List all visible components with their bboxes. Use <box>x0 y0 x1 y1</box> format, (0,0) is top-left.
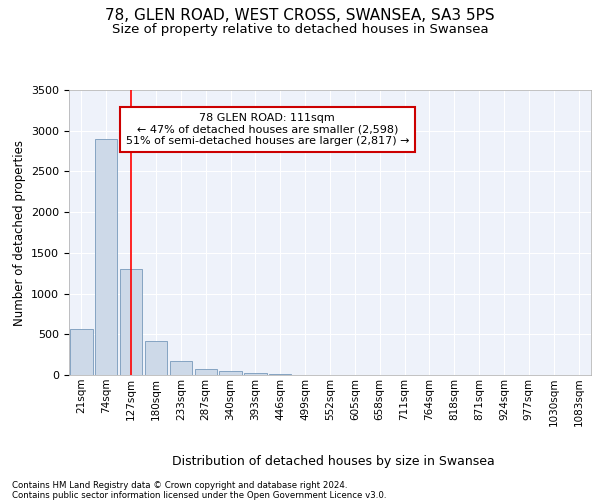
Text: 78 GLEN ROAD: 111sqm
← 47% of detached houses are smaller (2,598)
51% of semi-de: 78 GLEN ROAD: 111sqm ← 47% of detached h… <box>125 113 409 146</box>
Bar <box>70 328 92 375</box>
Bar <box>194 369 217 375</box>
Bar <box>220 371 242 375</box>
Bar <box>120 269 142 375</box>
Bar <box>244 373 266 375</box>
Text: 78, GLEN ROAD, WEST CROSS, SWANSEA, SA3 5PS: 78, GLEN ROAD, WEST CROSS, SWANSEA, SA3 … <box>105 8 495 22</box>
Bar <box>145 341 167 375</box>
Bar <box>269 374 292 375</box>
Text: Contains HM Land Registry data © Crown copyright and database right 2024.: Contains HM Land Registry data © Crown c… <box>12 481 347 490</box>
Bar <box>95 139 118 375</box>
Text: Contains public sector information licensed under the Open Government Licence v3: Contains public sector information licen… <box>12 491 386 500</box>
Text: Size of property relative to detached houses in Swansea: Size of property relative to detached ho… <box>112 22 488 36</box>
Y-axis label: Number of detached properties: Number of detached properties <box>13 140 26 326</box>
Text: Distribution of detached houses by size in Swansea: Distribution of detached houses by size … <box>172 454 494 468</box>
Bar <box>170 361 192 375</box>
